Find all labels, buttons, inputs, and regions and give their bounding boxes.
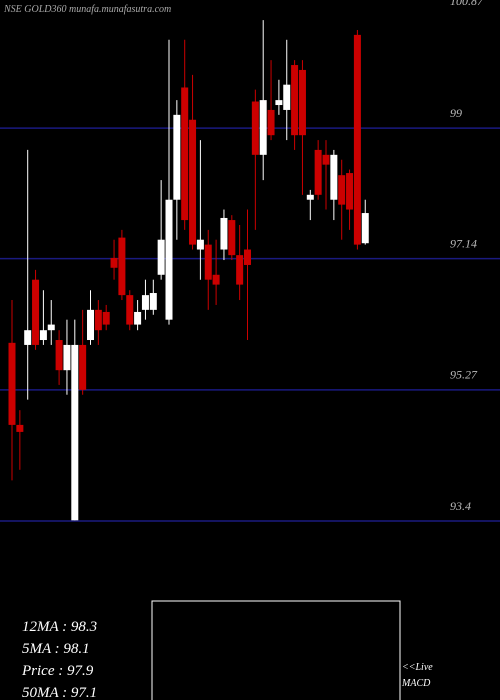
candle-body — [322, 154, 330, 165]
chart-title: NSE GOLD360 munafa.munafasutra.com — [3, 4, 171, 15]
candle-body — [94, 309, 102, 331]
candle-body — [338, 175, 346, 205]
candle-body — [291, 65, 299, 136]
candle-body — [55, 340, 63, 371]
candle-body — [134, 311, 142, 325]
candle-body — [8, 342, 16, 425]
candle-body — [259, 100, 267, 155]
candle-body — [353, 34, 361, 245]
candle-body — [275, 100, 283, 106]
stat-text: 12MA : 98.3 — [22, 619, 97, 635]
candle-body — [157, 239, 165, 275]
stat-text: 50MA : 97.1 — [22, 685, 97, 700]
candle-body — [196, 239, 204, 250]
y-tick-label: 95.27 — [450, 368, 478, 382]
candle-body — [110, 257, 118, 268]
candle-body — [306, 194, 314, 200]
y-tick-label: 99 — [450, 106, 462, 120]
candle-body — [283, 84, 291, 110]
macd-label: MACD — [401, 678, 431, 689]
y-tick-label: 100.87 — [450, 0, 484, 8]
macd-box — [151, 600, 401, 700]
candle-body — [189, 119, 197, 245]
candle-body — [32, 279, 40, 345]
candle-body — [228, 220, 236, 256]
candle-body — [267, 109, 275, 136]
y-tick-label: 97.14 — [450, 236, 477, 250]
candle-body — [314, 149, 322, 195]
candle-body — [236, 255, 244, 285]
candle-body — [16, 424, 24, 432]
candle-body — [298, 69, 306, 136]
candle-body — [102, 311, 110, 325]
candle-body — [212, 274, 220, 285]
candle-body — [361, 213, 369, 244]
candle-body — [24, 330, 32, 345]
candle-body — [330, 154, 338, 200]
y-tick-label: 93.4 — [450, 499, 471, 513]
candle-body — [79, 344, 87, 390]
stat-text: Price : 97.9 — [21, 663, 94, 679]
candle-body — [149, 293, 157, 310]
candle-body — [39, 330, 47, 341]
candle-body — [181, 87, 189, 221]
candle-body — [165, 199, 173, 320]
candle-body — [251, 101, 259, 155]
stat-text: 5MA : 98.1 — [22, 641, 90, 657]
candle-body — [118, 237, 126, 296]
candle-body — [87, 309, 94, 341]
candle-body — [204, 244, 212, 280]
candle-body — [47, 324, 55, 331]
candle-body — [173, 114, 181, 200]
macd-label: <<Live — [402, 662, 433, 673]
candle-body — [141, 295, 149, 310]
candle-body — [71, 344, 79, 521]
candle-body — [244, 249, 251, 265]
candle-body — [346, 173, 354, 210]
candle-body — [220, 217, 228, 250]
candle-body — [63, 344, 71, 371]
candle-body — [126, 295, 134, 325]
